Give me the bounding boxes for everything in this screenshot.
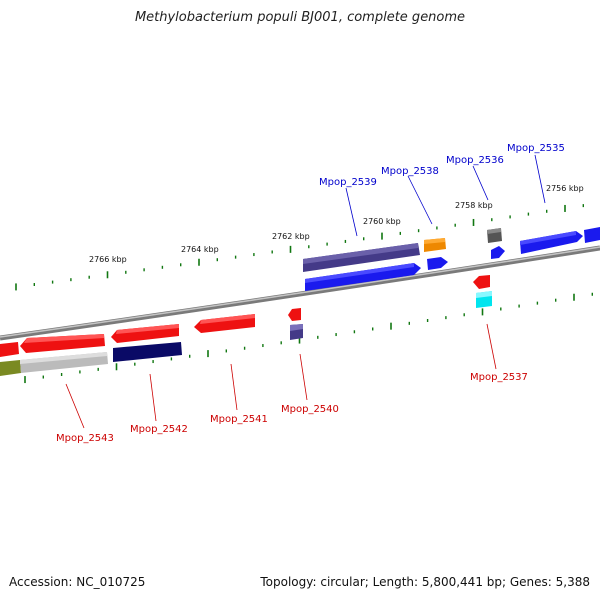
kbp-label: 2756 kbp [546, 184, 584, 193]
forward-genes [303, 227, 600, 291]
leader-line [65, 383, 85, 429]
accession-text: Accession: NC_010725 [9, 575, 146, 589]
kbp-ticks-upper [15, 204, 584, 291]
leader-line [472, 165, 489, 201]
gene-label-mpop-2535[interactable]: Mpop_2535 [507, 143, 565, 154]
kbp-label: 2762 kbp [272, 232, 310, 241]
gene-mpop-2537-red[interactable] [473, 275, 490, 289]
kbp-label: 2758 kbp [455, 201, 493, 210]
leader-line [345, 187, 358, 237]
kbp-ticks-lower [24, 292, 593, 384]
leader-line [486, 323, 497, 370]
leader-line [407, 175, 433, 225]
gene-mpop-2542[interactable] [113, 342, 182, 362]
kbp-label: 2766 kbp [89, 255, 127, 264]
leader-line [534, 154, 546, 204]
gene-label-mpop-2541[interactable]: Mpop_2541 [210, 414, 268, 425]
genome-summary-text: Topology: circular; Length: 5,800,441 bp… [260, 575, 590, 589]
gene-label-mpop-2543[interactable]: Mpop_2543 [56, 433, 114, 444]
gene-mpop-2535[interactable] [520, 231, 583, 254]
kbp-label: 2760 kbp [363, 217, 401, 226]
leader-line [149, 373, 157, 422]
leader-line [230, 363, 238, 411]
gene-label-mpop-2537[interactable]: Mpop_2537 [470, 372, 528, 383]
gene-label-mpop-2542[interactable]: Mpop_2542 [130, 424, 188, 435]
leader-line [299, 353, 308, 401]
map-title: Methylobacterium populi BJ001, complete … [134, 10, 466, 25]
gene-mpop-2538-blue[interactable] [427, 257, 448, 270]
gene-label-mpop-2538[interactable]: Mpop_2538 [381, 166, 439, 177]
gene-label-mpop-2540[interactable]: Mpop_2540 [281, 404, 339, 415]
gene-left-red[interactable] [0, 342, 19, 357]
gene-label-mpop-2536[interactable]: Mpop_2536 [446, 155, 504, 166]
gene-mpop-2540-red[interactable] [288, 308, 301, 321]
gene-olive[interactable] [0, 360, 21, 376]
genome-backbone [0, 245, 600, 341]
reverse-genes [0, 275, 492, 376]
gene-label-mpop-2539[interactable]: Mpop_2539 [319, 177, 377, 188]
kbp-label: 2764 kbp [181, 245, 219, 254]
gene-mpop-2536[interactable] [491, 246, 505, 259]
gene-next-blue[interactable] [584, 227, 600, 243]
